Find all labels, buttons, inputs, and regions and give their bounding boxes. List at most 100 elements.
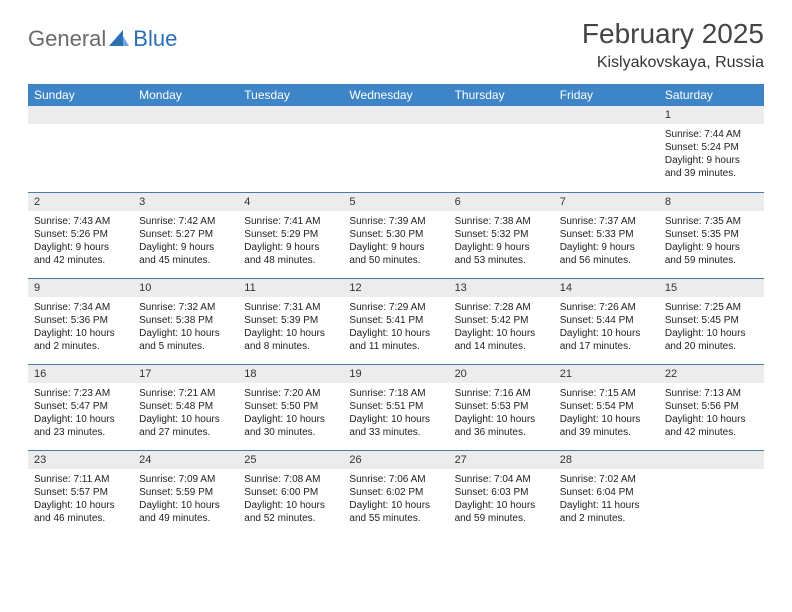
day-sunset: Sunset: 5:54 PM: [560, 400, 653, 413]
month-title: February 2025: [582, 18, 764, 50]
day-number: 22: [659, 365, 764, 383]
day-body: Sunrise: 7:31 AMSunset: 5:39 PMDaylight:…: [238, 299, 343, 357]
day-daylight: Daylight: 9 hours and 50 minutes.: [349, 241, 442, 267]
calendar-day-cell: 18Sunrise: 7:20 AMSunset: 5:50 PMDayligh…: [238, 364, 343, 450]
calendar-day-cell: 5Sunrise: 7:39 AMSunset: 5:30 PMDaylight…: [343, 192, 448, 278]
logo: General Blue: [28, 18, 177, 52]
calendar-day-cell: 3 Sunrise: 7:42 AMSunset: 5:27 PMDaylight…: [133, 192, 238, 278]
day-sunrise: Sunrise: 7:42 AM: [139, 215, 232, 228]
day-daylight: Daylight: 9 hours and 39 minutes.: [665, 154, 758, 180]
calendar-day-cell: [343, 106, 448, 192]
day-number-empty: [554, 106, 659, 124]
day-sunset: Sunset: 5:41 PM: [349, 314, 442, 327]
day-body: Sunrise: 7:35 AMSunset: 5:35 PMDaylight:…: [659, 213, 764, 271]
weekday-header: Thursday: [449, 84, 554, 106]
day-body: Sunrise: 7:21 AMSunset: 5:48 PMDaylight:…: [133, 385, 238, 443]
day-daylight: Daylight: 9 hours and 56 minutes.: [560, 241, 653, 267]
day-sunset: Sunset: 5:44 PM: [560, 314, 653, 327]
day-sunrise: Sunrise: 7:08 AM: [244, 473, 337, 486]
day-daylight: Daylight: 10 hours and 30 minutes.: [244, 413, 337, 439]
day-daylight: Daylight: 10 hours and 52 minutes.: [244, 499, 337, 525]
day-sunset: Sunset: 5:56 PM: [665, 400, 758, 413]
day-sunset: Sunset: 5:51 PM: [349, 400, 442, 413]
day-daylight: Daylight: 9 hours and 42 minutes.: [34, 241, 127, 267]
day-daylight: Daylight: 11 hours and 2 minutes.: [560, 499, 653, 525]
calendar-day-cell: 15Sunrise: 7:25 AMSunset: 5:45 PMDayligh…: [659, 278, 764, 364]
day-sunset: Sunset: 5:29 PM: [244, 228, 337, 241]
weekday-header: Monday: [133, 84, 238, 106]
calendar-week-row: 1Sunrise: 7:44 AMSunset: 5:24 PMDaylight…: [28, 106, 764, 192]
day-daylight: Daylight: 10 hours and 42 minutes.: [665, 413, 758, 439]
calendar-day-cell: 23Sunrise: 7:11 AMSunset: 5:57 PMDayligh…: [28, 450, 133, 536]
day-number: 8: [659, 193, 764, 211]
day-number: 12: [343, 279, 448, 297]
day-body: Sunrise: 7:16 AMSunset: 5:53 PMDaylight:…: [449, 385, 554, 443]
day-sunrise: Sunrise: 7:39 AM: [349, 215, 442, 228]
day-sunset: Sunset: 5:33 PM: [560, 228, 653, 241]
weekday-header: Sunday: [28, 84, 133, 106]
day-number: 10: [133, 279, 238, 297]
day-number-empty: [659, 451, 764, 469]
day-sunrise: Sunrise: 7:18 AM: [349, 387, 442, 400]
day-number: 3: [133, 193, 238, 211]
day-sunrise: Sunrise: 7:44 AM: [665, 128, 758, 141]
logo-word1: General: [28, 26, 106, 52]
day-sunrise: Sunrise: 7:35 AM: [665, 215, 758, 228]
day-daylight: Daylight: 10 hours and 2 minutes.: [34, 327, 127, 353]
calendar-day-cell: 25 Sunrise: 7:08 AMSunset: 6:00 PMDayligh…: [238, 450, 343, 536]
calendar-day-cell: 28Sunrise: 7:02 AMSunset: 6:04 PMDayligh…: [554, 450, 659, 536]
day-daylight: Daylight: 10 hours and 49 minutes.: [139, 499, 232, 525]
calendar-day-cell: 17Sunrise: 7:21 AMSunset: 5:48 PMDayligh…: [133, 364, 238, 450]
day-number: 25: [238, 451, 343, 469]
day-body: Sunrise: 7:02 AMSunset: 6:04 PMDaylight:…: [554, 471, 659, 529]
day-daylight: Daylight: 10 hours and 33 minutes.: [349, 413, 442, 439]
day-body: Sunrise: 7:08 AMSunset: 6:00 PMDaylight:…: [238, 471, 343, 529]
day-sunrise: Sunrise: 7:43 AM: [34, 215, 127, 228]
day-body: Sunrise: 7:09 AMSunset: 5:59 PMDaylight:…: [133, 471, 238, 529]
day-sunrise: Sunrise: 7:28 AM: [455, 301, 548, 314]
day-daylight: Daylight: 10 hours and 36 minutes.: [455, 413, 548, 439]
day-body: Sunrise: 7:04 AMSunset: 6:03 PMDaylight:…: [449, 471, 554, 529]
day-body: Sunrise: 7:26 AMSunset: 5:44 PMDaylight:…: [554, 299, 659, 357]
day-sunrise: Sunrise: 7:15 AM: [560, 387, 653, 400]
day-body: Sunrise: 7:42 AMSunset: 5:27 PMDaylight:…: [133, 213, 238, 271]
day-body: Sunrise: 7:23 AMSunset: 5:47 PMDaylight:…: [28, 385, 133, 443]
day-body: Sunrise: 7:28 AMSunset: 5:42 PMDaylight:…: [449, 299, 554, 357]
day-sunrise: Sunrise: 7:26 AM: [560, 301, 653, 314]
calendar-week-row: 9Sunrise: 7:34 AMSunset: 5:36 PMDaylight…: [28, 278, 764, 364]
day-number: 7: [554, 193, 659, 211]
day-sunset: Sunset: 5:57 PM: [34, 486, 127, 499]
day-sunrise: Sunrise: 7:06 AM: [349, 473, 442, 486]
logo-word2: Blue: [133, 26, 177, 52]
day-number-empty: [343, 106, 448, 124]
day-sunset: Sunset: 5:42 PM: [455, 314, 548, 327]
day-number: 16: [28, 365, 133, 383]
day-sunrise: Sunrise: 7:16 AM: [455, 387, 548, 400]
day-daylight: Daylight: 10 hours and 11 minutes.: [349, 327, 442, 353]
calendar-day-cell: 2Sunrise: 7:43 AMSunset: 5:26 PMDaylight…: [28, 192, 133, 278]
day-sunset: Sunset: 5:27 PM: [139, 228, 232, 241]
weekday-header: Friday: [554, 84, 659, 106]
weekday-header: Wednesday: [343, 84, 448, 106]
day-number: 4: [238, 193, 343, 211]
calendar-day-cell: 21Sunrise: 7:15 AMSunset: 5:54 PMDayligh…: [554, 364, 659, 450]
calendar-day-cell: [554, 106, 659, 192]
calendar-day-cell: [449, 106, 554, 192]
day-body: Sunrise: 7:11 AMSunset: 5:57 PMDaylight:…: [28, 471, 133, 529]
day-number: 1: [659, 106, 764, 124]
day-sunset: Sunset: 5:39 PM: [244, 314, 337, 327]
day-body: Sunrise: 7:43 AMSunset: 5:26 PMDaylight:…: [28, 213, 133, 271]
calendar-week-row: 16 Sunrise: 7:23 AMSunset: 5:47 PMDayligh…: [28, 364, 764, 450]
day-sunrise: Sunrise: 7:23 AM: [34, 387, 127, 400]
day-body: Sunrise: 7:18 AMSunset: 5:51 PMDaylight:…: [343, 385, 448, 443]
day-daylight: Daylight: 10 hours and 59 minutes.: [455, 499, 548, 525]
day-body: Sunrise: 7:38 AMSunset: 5:32 PMDaylight:…: [449, 213, 554, 271]
day-daylight: Daylight: 10 hours and 27 minutes.: [139, 413, 232, 439]
day-body: Sunrise: 7:32 AMSunset: 5:38 PMDaylight:…: [133, 299, 238, 357]
day-daylight: Daylight: 10 hours and 46 minutes.: [34, 499, 127, 525]
calendar-day-cell: 24Sunrise: 7:09 AMSunset: 5:59 PMDayligh…: [133, 450, 238, 536]
day-daylight: Daylight: 10 hours and 14 minutes.: [455, 327, 548, 353]
day-number: 13: [449, 279, 554, 297]
day-number: 27: [449, 451, 554, 469]
calendar-day-cell: [133, 106, 238, 192]
